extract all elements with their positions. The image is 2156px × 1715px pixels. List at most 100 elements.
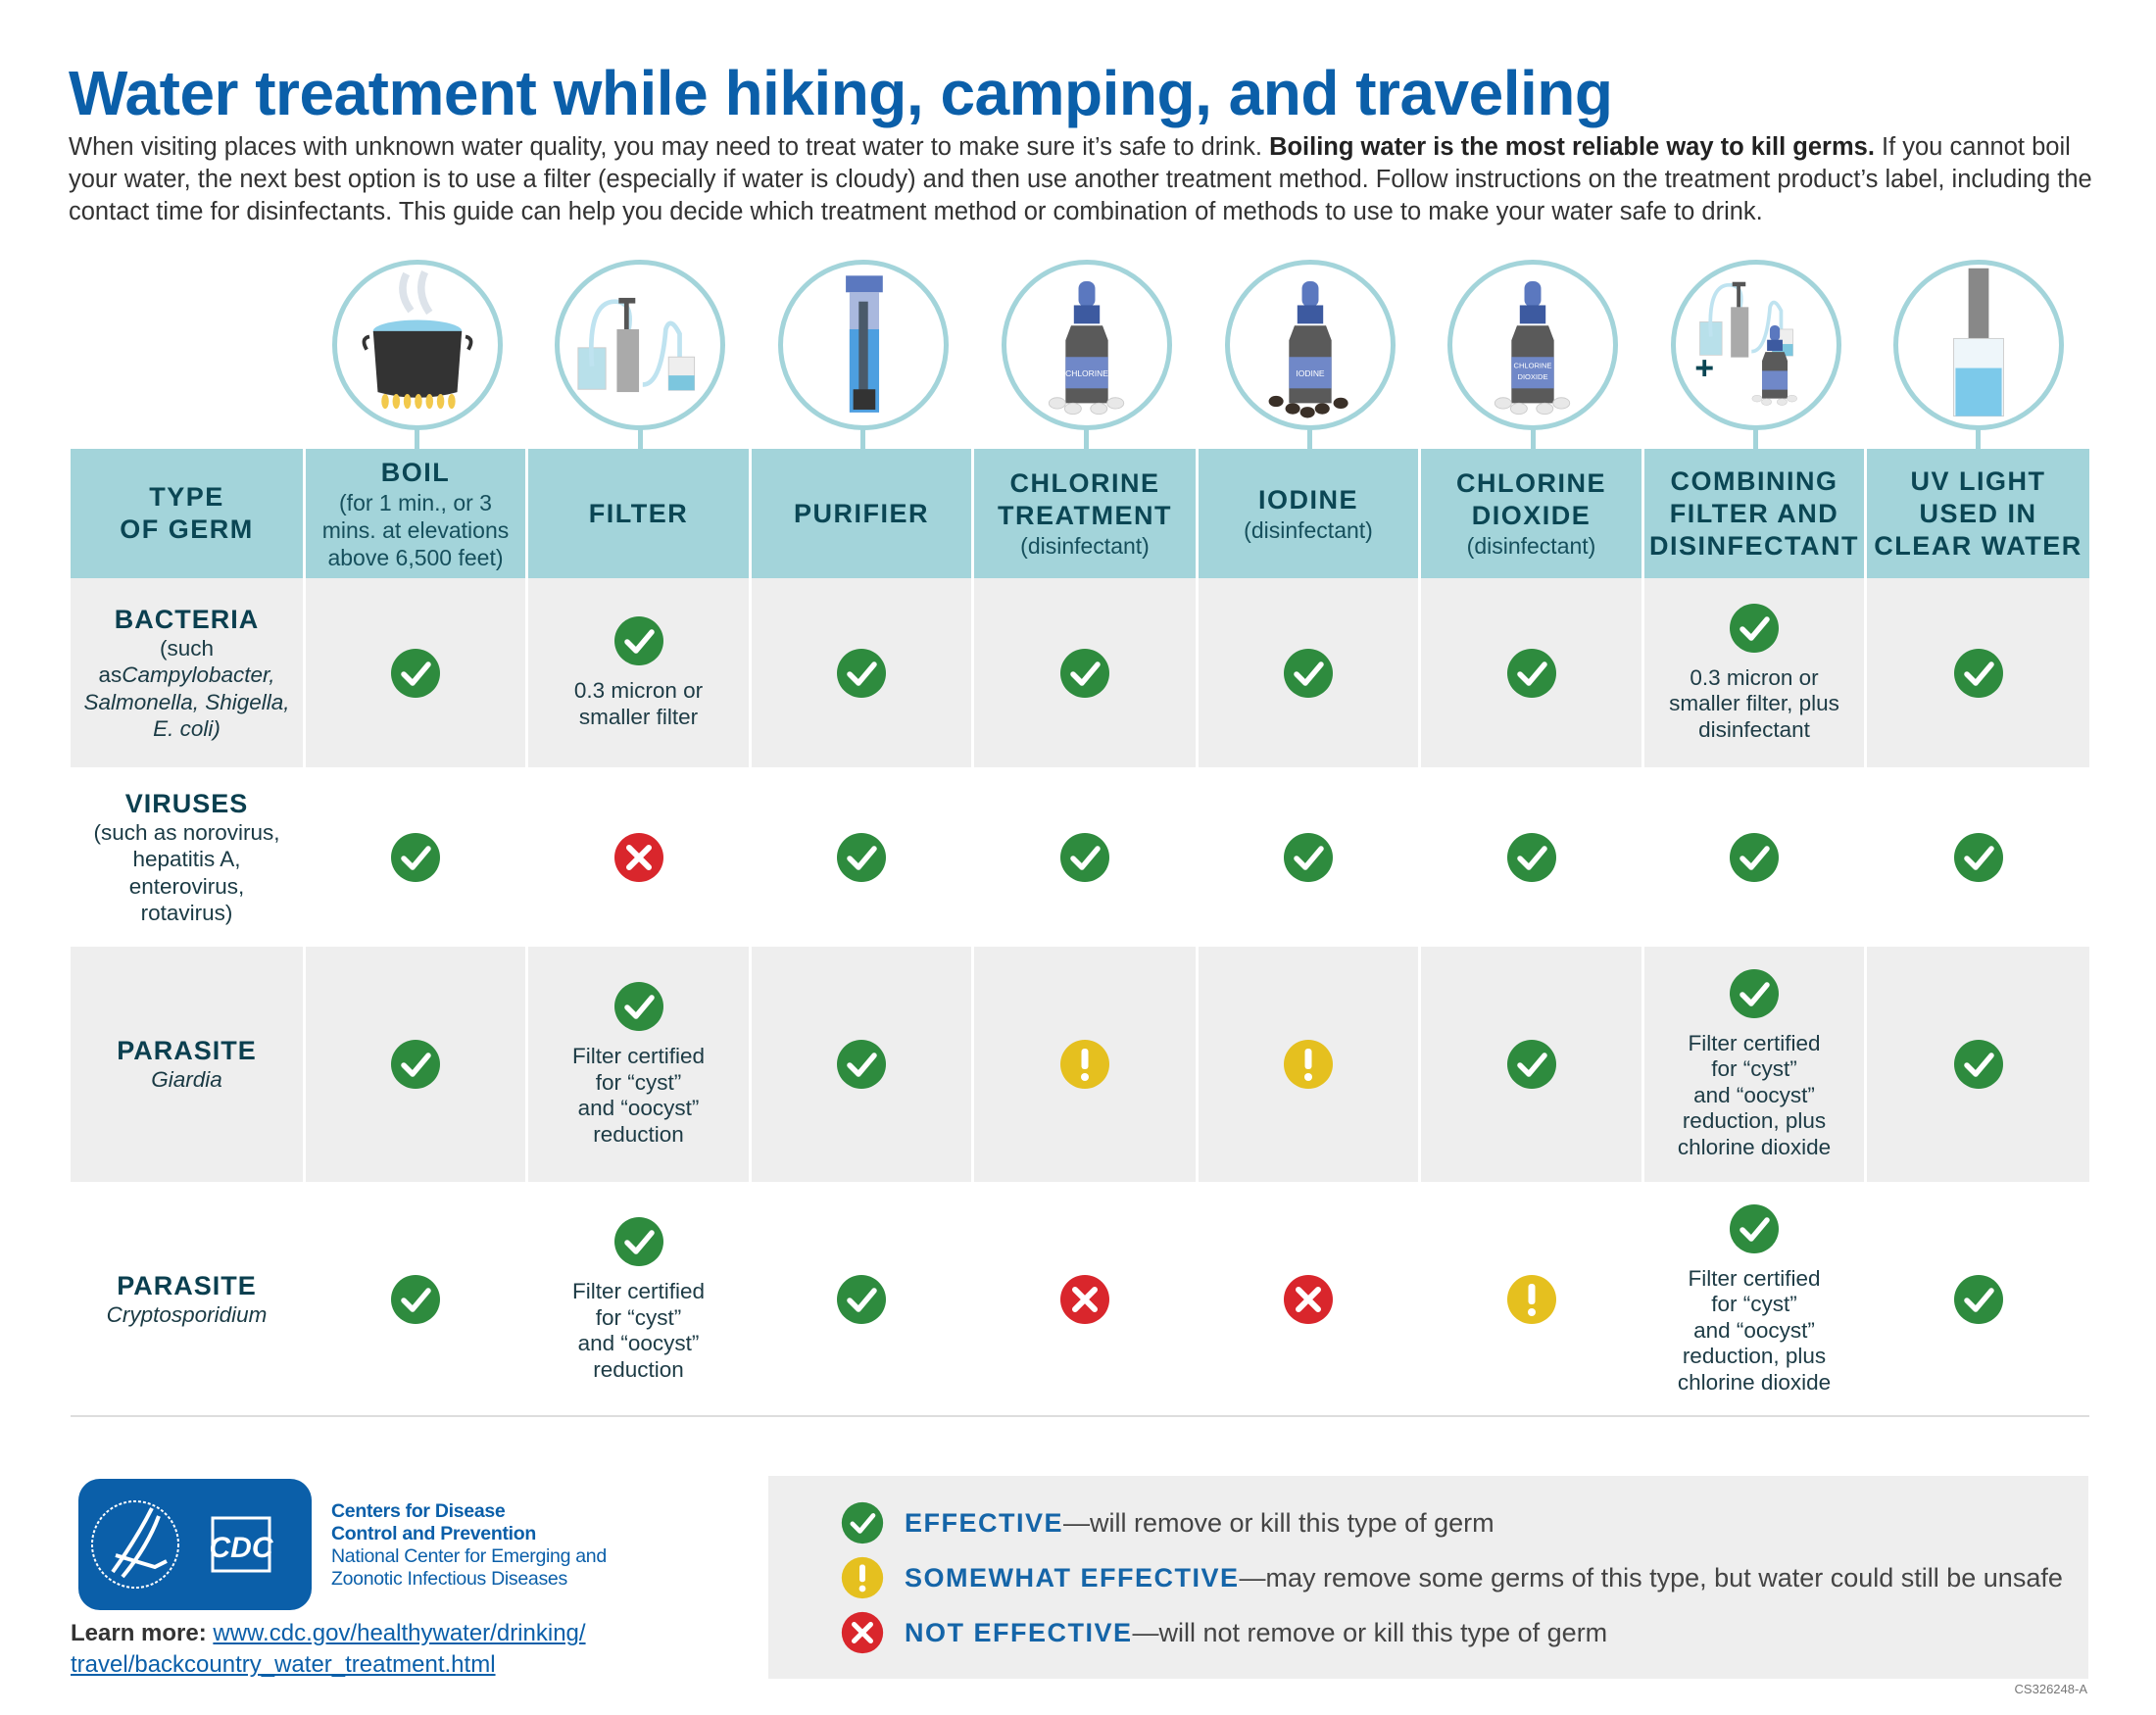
chlorine-dioxide-bottle-icon: CHLORINE DIOXIDE — [1447, 260, 1618, 430]
effectiveness-cell — [306, 578, 528, 767]
check-icon — [1060, 648, 1109, 698]
legend-label: SOMEWHAT EFFECTIVE — [905, 1562, 1240, 1592]
legend-item: NOT EFFECTIVE —will not remove or kill th… — [841, 1611, 1607, 1654]
boiling-pot-icon — [331, 260, 503, 430]
effectiveness-cell — [1867, 767, 2089, 947]
treatment-table: TYPE OF GERM BOIL (for 1 min., or 3 mins. … — [71, 449, 2089, 1417]
effectiveness-cell: Filter certified for “cyst” and “oocyst”… — [1644, 947, 1867, 1182]
svg-text:DIOXIDE: DIOXIDE — [1518, 372, 1548, 381]
germ-description: Giardia — [151, 1066, 222, 1094]
legend-description: —will not remove or kill this type of ge… — [1132, 1617, 1608, 1647]
effectiveness-cell — [974, 1182, 1199, 1417]
cell-note: Filter certified for “cyst” and “oocyst”… — [1677, 1030, 1832, 1159]
page-title: Water treatment while hiking, camping, a… — [69, 58, 1613, 128]
learn-more: Learn more: www.cdc.gov/healthywater/dri… — [71, 1618, 586, 1681]
germ-name: VIRUSES — [124, 788, 249, 818]
purifier-bottle-icon — [777, 260, 949, 430]
center-line: National Center for Emerging and — [331, 1545, 607, 1567]
effectiveness-cell: 0.3 micron or smaller filter, plus disin… — [1644, 578, 1867, 767]
table-row: PARASITE Cryptosporidium Filter certified … — [71, 1182, 2089, 1417]
column-label: UV LIGHT USED IN CLEAR WATER — [1874, 466, 2082, 561]
check-icon — [391, 832, 440, 882]
effectiveness-cell — [1867, 947, 2089, 1182]
check-icon — [1060, 832, 1109, 882]
svg-text:IODINE: IODINE — [1296, 368, 1325, 378]
check-icon — [1284, 832, 1333, 882]
check-icon — [837, 1275, 886, 1324]
effectiveness-cell: Filter certified for “cyst” and “oocyst”… — [528, 947, 752, 1182]
effectiveness-cell — [974, 578, 1199, 767]
column-label: IODINE — [1257, 484, 1358, 514]
germ-name: PARASITE — [117, 1271, 257, 1301]
column-sublabel: (for 1 min., or 3 mins. at elevations ab… — [321, 489, 510, 570]
column-header: UV LIGHT USED IN CLEAR WATER — [1867, 449, 2089, 578]
effectiveness-cell — [1199, 578, 1421, 767]
check-icon — [837, 1040, 886, 1089]
exclamation-icon — [1060, 1040, 1109, 1089]
connector-line — [637, 428, 643, 450]
check-icon — [1953, 1040, 2003, 1089]
connector-line — [415, 428, 419, 450]
cdc-org-name: Centers for Disease Control and Preventi… — [331, 1500, 607, 1591]
column-header: COMBINING FILTER AND DISINFECTANT — [1644, 449, 1867, 578]
check-icon — [1953, 1275, 2003, 1324]
germ-sub-italic: Cryptosporidium — [106, 1302, 268, 1328]
cdc-logo-text: CDC — [210, 1532, 274, 1564]
iodine-bottle-icon: IODINE — [1224, 260, 1396, 430]
filter-plus-disinfectant-icon — [1670, 260, 1841, 430]
header-row: TYPE OF GERM BOIL (for 1 min., or 3 mins. … — [71, 449, 2089, 578]
svg-text:CHLORINE: CHLORINE — [1514, 362, 1552, 370]
effectiveness-cell — [1421, 1182, 1644, 1417]
intro-bold-text: Boiling water is the most reliable way t… — [1269, 133, 1875, 161]
germ-cell: PARASITE Cryptosporidium — [71, 1182, 306, 1417]
center-line: Zoonotic Infectious Diseases — [331, 1568, 567, 1590]
column-header: CHLORINE DIOXIDE (disinfectant) — [1421, 449, 1644, 578]
effectiveness-cell — [752, 947, 974, 1182]
table-row: PARASITE Giardia Filter certified for “cys… — [71, 947, 2089, 1182]
connector-line — [1976, 428, 1981, 450]
check-icon — [1730, 832, 1779, 882]
column-header: BOIL (for 1 min., or 3 mins. at elevation… — [306, 449, 528, 578]
check-icon — [837, 832, 886, 882]
learn-more-link[interactable]: www.cdc.gov/healthywater/drinking/travel… — [71, 1620, 586, 1678]
effectiveness-cell — [1644, 767, 1867, 947]
legend-description: —may remove some germs of this type, but… — [1239, 1562, 2063, 1592]
effectiveness-cell — [1867, 578, 2089, 767]
org-line: Control and Prevention — [331, 1523, 536, 1544]
check-icon — [1730, 1203, 1779, 1253]
cell-note: 0.3 micron or smaller filter — [573, 678, 704, 729]
check-icon — [613, 616, 663, 665]
connector-line — [860, 428, 865, 450]
cdc-logo: CDC — [78, 1479, 312, 1610]
column-label: CHLORINE DIOXIDE — [1456, 468, 1606, 530]
cell-note: Filter certified for “cyst” and “oocyst”… — [1677, 1265, 1832, 1395]
column-header: FILTER — [528, 449, 752, 578]
legend-description: —will remove or kill this type of germ — [1063, 1507, 1494, 1538]
column-label: COMBINING FILTER AND DISINFECTANT — [1649, 466, 1859, 561]
germ-cell: BACTERIA (such asCampylobacter, Salmonell… — [71, 578, 306, 767]
germ-cell: VIRUSES (such as norovirus, hepatitis A, … — [71, 767, 306, 947]
effectiveness-cell — [752, 578, 974, 767]
column-label: FILTER — [588, 498, 689, 528]
svg-text:CHLORINE: CHLORINE — [1065, 368, 1108, 378]
check-icon — [841, 1501, 884, 1544]
germ-description: Cryptosporidium — [107, 1301, 268, 1329]
germ-cell: PARASITE Giardia — [71, 947, 306, 1182]
legend-item: SOMEWHAT EFFECTIVE —may remove some germs… — [841, 1556, 2063, 1599]
org-line: Centers for Disease — [331, 1500, 506, 1522]
x-icon — [1284, 1275, 1333, 1324]
column-label: BOIL — [380, 457, 451, 487]
germ-sub-italic: Campylobacter, Salmonella, Shigella, E. … — [83, 662, 290, 741]
germ-description: (such as norovirus, hepatitis A, enterov… — [93, 819, 279, 927]
effectiveness-cell — [1199, 1182, 1421, 1417]
column-header: IODINE (disinfectant) — [1199, 449, 1421, 578]
cell-note: Filter certified for “cyst” and “oocyst”… — [571, 1279, 706, 1382]
table-row: VIRUSES (such as norovirus, hepatitis A, … — [71, 767, 2089, 947]
column-header: CHLORINE TREATMENT (disinfectant) — [974, 449, 1199, 578]
column-sublabel: (disinfectant) — [1466, 533, 1596, 559]
effectiveness-cell — [1199, 767, 1421, 947]
chlorine-bottle-icon: CHLORINE — [1001, 260, 1172, 430]
legend-item: EFFECTIVE —will remove or kill this type … — [841, 1501, 1494, 1544]
exclamation-icon — [841, 1556, 884, 1599]
cell-note: Filter certified for “cyst” and “oocyst”… — [571, 1044, 706, 1147]
